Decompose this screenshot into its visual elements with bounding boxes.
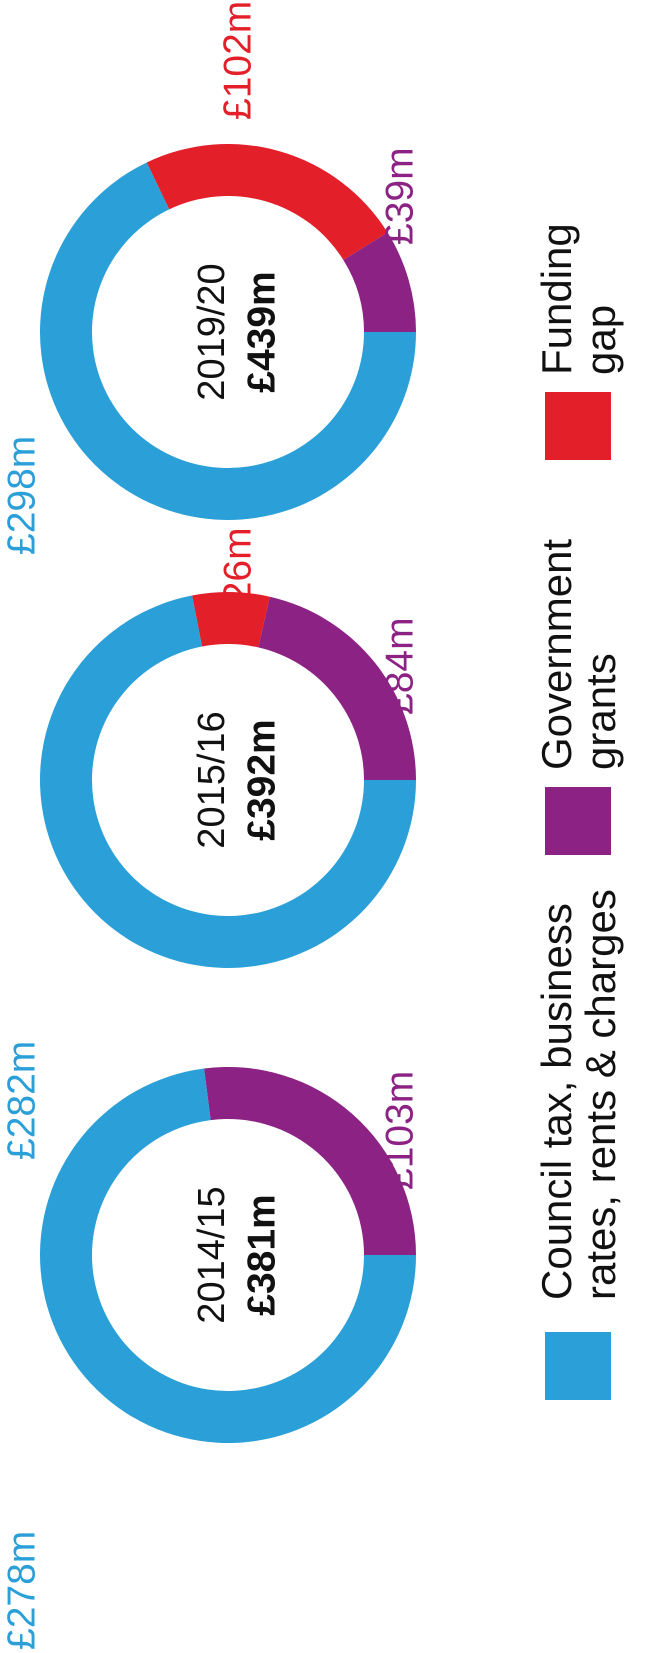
- legend-line: rates, rents & charges: [577, 889, 624, 1300]
- donut-segment: [204, 1067, 416, 1255]
- value-label: £39m: [378, 147, 421, 245]
- legend-swatch: [545, 392, 611, 460]
- legend-label: Council tax, businessrates, rents & char…: [533, 889, 624, 1300]
- value-label: £26m: [216, 527, 259, 625]
- donut-segment: [146, 144, 388, 260]
- legend-line: Government: [533, 539, 580, 770]
- legend-line: grants: [577, 653, 624, 770]
- center-title: 2014/15: [191, 1186, 233, 1323]
- chart-group: £278m £103m 2014/15 £381m £282m £84m £26m 2015/…: [0, 1, 624, 1650]
- center-total: £381m: [240, 1194, 283, 1315]
- value-label: £84m: [378, 617, 421, 715]
- value-label: £102m: [216, 1, 259, 120]
- legend-line: Council tax, business: [533, 903, 580, 1300]
- donut-segment: [258, 596, 416, 780]
- center-title: 2019/20: [191, 263, 233, 400]
- legend-swatch: [545, 787, 611, 855]
- legend-line: Funding: [533, 223, 580, 375]
- value-label: £298m: [0, 436, 43, 555]
- donut-segment: [343, 232, 416, 332]
- donut-segment: [192, 592, 270, 648]
- donut-segment: [40, 162, 416, 520]
- center-total: £439m: [240, 271, 283, 392]
- center-total: £392m: [240, 719, 283, 840]
- legend-label: Governmentgrants: [533, 539, 624, 770]
- center-title: 2015/16: [191, 711, 233, 848]
- value-label: £282m: [0, 1041, 43, 1160]
- value-label: £103m: [378, 1071, 421, 1190]
- value-label: £278m: [0, 1531, 43, 1650]
- legend-label: Fundinggap: [533, 223, 624, 375]
- legend-line: gap: [577, 305, 624, 375]
- legend-swatch: [545, 1332, 611, 1400]
